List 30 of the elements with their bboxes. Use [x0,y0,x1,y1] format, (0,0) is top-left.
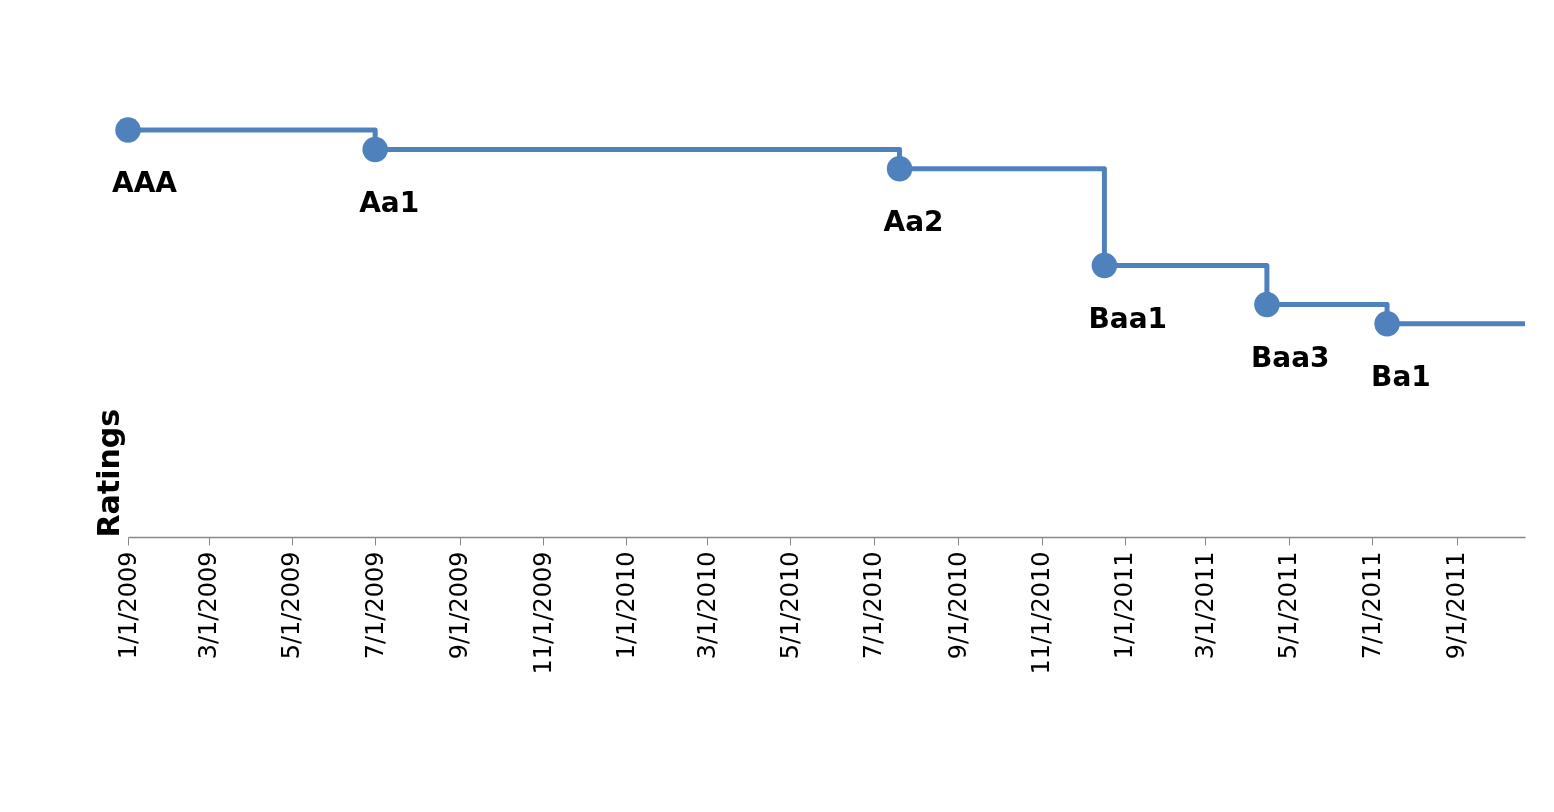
y-axis-title: Ratings [90,408,126,538]
x-tick-label: 11/1/2010 [1027,551,1056,675]
annotation: Baa3 [1250,340,1330,374]
x-tick-label: 7/1/2009 [360,551,389,660]
point [1254,291,1280,318]
x-tick-label: 1/1/2009 [113,551,142,660]
x-tick-label: 11/1/2009 [528,551,557,675]
x-tick-label: 9/1/2011 [1442,551,1471,660]
x-tick-label: 3/1/2011 [1190,551,1219,660]
x-tick-label: 9/1/2009 [445,551,474,660]
annotation: Ba1 [1371,359,1431,393]
point [1091,252,1118,279]
x-tick-label: 5/1/2009 [277,551,306,660]
point [115,117,141,143]
annotation: Aa1 [359,185,420,219]
x-tick-label: 3/1/2010 [692,551,721,660]
x-tick-label: 5/1/2011 [1274,551,1303,660]
annotation: AAA [112,166,178,199]
x-tick-label: 9/1/2010 [943,551,972,660]
x-tick-label: 3/1/2009 [194,551,223,660]
x-tick-label: 5/1/2010 [775,551,804,660]
x-tick-label: 1/1/2011 [1110,551,1139,660]
point [1374,311,1400,337]
annotation: Aa2 [883,204,944,238]
point [886,155,913,182]
x-tick-label: 7/1/2010 [859,551,888,660]
annotation: Baa1 [1088,301,1168,335]
x-tick-label: 7/1/2011 [1357,551,1386,660]
x-tick-label: 1/1/2010 [611,551,640,660]
point [362,136,388,163]
